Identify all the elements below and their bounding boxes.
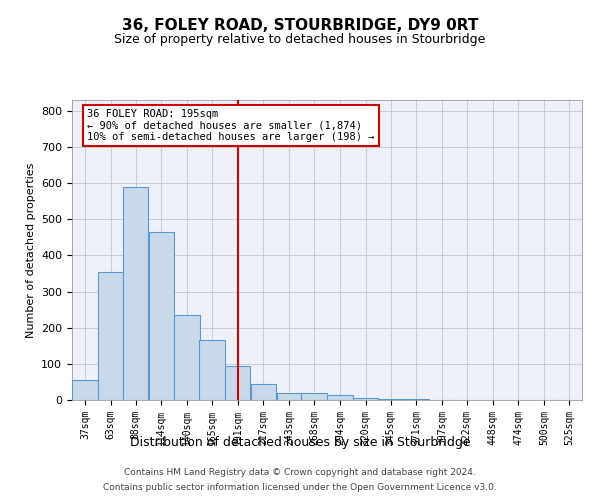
- Bar: [251, 384, 276, 400]
- Text: Distribution of detached houses by size in Stourbridge: Distribution of detached houses by size …: [130, 436, 470, 449]
- Bar: [98, 272, 124, 400]
- Bar: [327, 396, 353, 400]
- Text: Size of property relative to detached houses in Stourbridge: Size of property relative to detached ho…: [115, 32, 485, 46]
- Text: 36, FOLEY ROAD, STOURBRIDGE, DY9 0RT: 36, FOLEY ROAD, STOURBRIDGE, DY9 0RT: [122, 18, 478, 32]
- Text: Contains public sector information licensed under the Open Government Licence v3: Contains public sector information licen…: [103, 483, 497, 492]
- Bar: [149, 232, 174, 400]
- Text: 36 FOLEY ROAD: 195sqm
← 90% of detached houses are smaller (1,874)
10% of semi-d: 36 FOLEY ROAD: 195sqm ← 90% of detached …: [88, 109, 375, 142]
- Bar: [199, 340, 224, 400]
- Bar: [301, 394, 327, 400]
- Bar: [72, 380, 98, 400]
- Y-axis label: Number of detached properties: Number of detached properties: [26, 162, 35, 338]
- Bar: [123, 186, 148, 400]
- Bar: [378, 399, 403, 400]
- Bar: [175, 315, 200, 400]
- Bar: [225, 366, 250, 400]
- Bar: [277, 394, 302, 400]
- Bar: [353, 398, 379, 400]
- Text: Contains HM Land Registry data © Crown copyright and database right 2024.: Contains HM Land Registry data © Crown c…: [124, 468, 476, 477]
